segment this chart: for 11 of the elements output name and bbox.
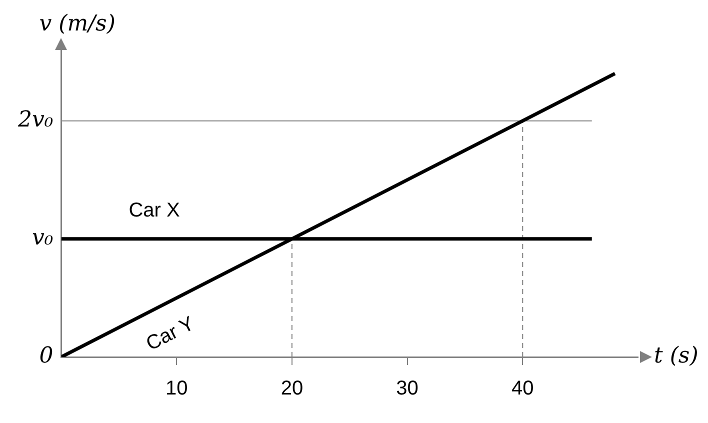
y-tick-label: 0 [39, 344, 54, 369]
x-tick-label: 40 [512, 378, 534, 400]
y-tick-label: v₀ [32, 226, 54, 251]
y-tick-label: 2v₀ [16, 108, 54, 133]
series-label: Car X [128, 199, 180, 222]
x-tick-label: 30 [396, 378, 418, 400]
x-tick-label: 20 [280, 378, 304, 400]
text: Car Y [142, 312, 198, 356]
x-tick-label: 10 [165, 378, 188, 400]
x-axis-title: t (s) [654, 344, 698, 369]
y-axis-title: v (m/s) [39, 12, 116, 37]
